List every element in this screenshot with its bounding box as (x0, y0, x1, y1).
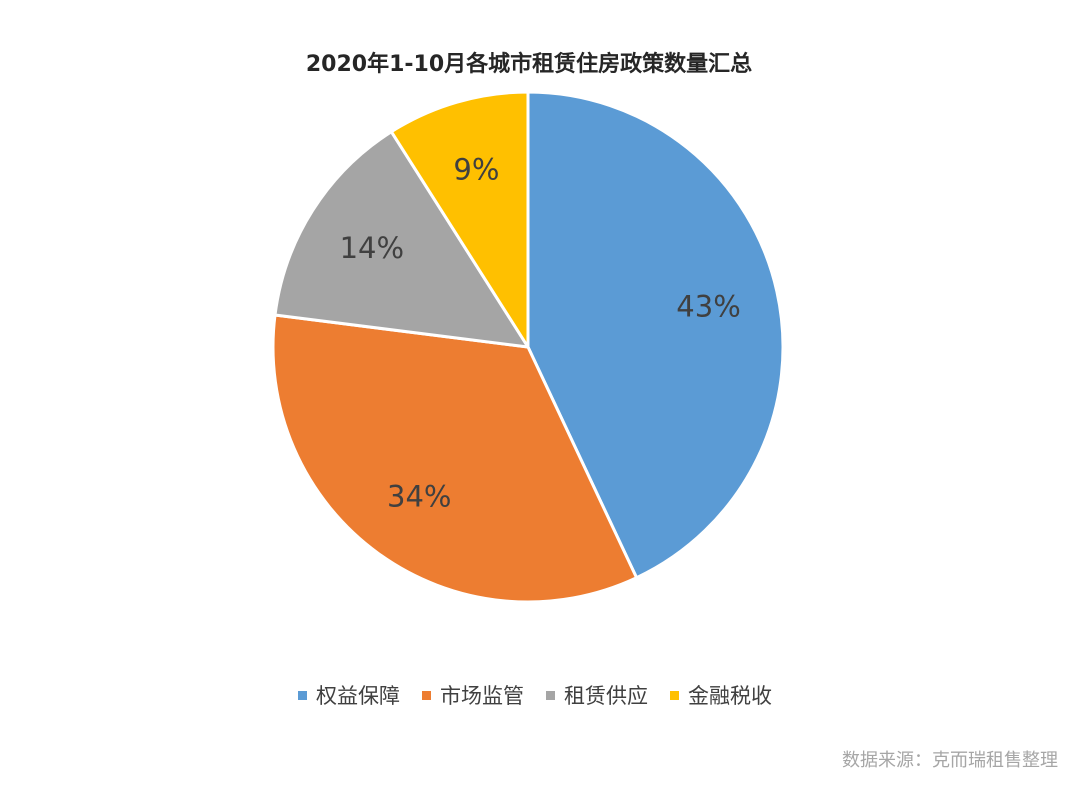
data-source-note: 数据来源：克而瑞租售整理 (842, 750, 1058, 771)
legend-label-3: 金融税收 (688, 684, 772, 708)
chart-legend: 权益保障 市场监管 租赁供应 金融税收 (0, 680, 1070, 710)
chart-title: 2020年1-10月各城市租赁住房政策数量汇总 (305, 52, 753, 77)
pie-slice-0 (526, 90, 785, 580)
legend-swatch-2 (546, 690, 555, 700)
legend-item-2: 租赁供应 (546, 680, 648, 710)
pie-label-1: 34% (387, 480, 451, 514)
pie-label-0: 43% (676, 290, 740, 324)
legend-item-3: 金融税收 (670, 680, 772, 710)
legend-swatch-1 (422, 690, 431, 700)
pie-label-2: 14% (340, 231, 404, 265)
legend-label-0: 权益保障 (316, 684, 400, 708)
legend-swatch-3 (670, 690, 679, 700)
legend-item-0: 权益保障 (298, 680, 400, 710)
legend-label-1: 市场监管 (440, 684, 524, 708)
legend-item-1: 市场监管 (422, 680, 524, 710)
legend-label-2: 租赁供应 (564, 684, 648, 708)
pie-slice-2 (273, 130, 530, 349)
pie-slice-3 (389, 90, 530, 349)
pie-slice-1 (271, 313, 639, 604)
legend-swatch-0 (298, 690, 307, 700)
pie-label-3: 9% (453, 152, 499, 186)
